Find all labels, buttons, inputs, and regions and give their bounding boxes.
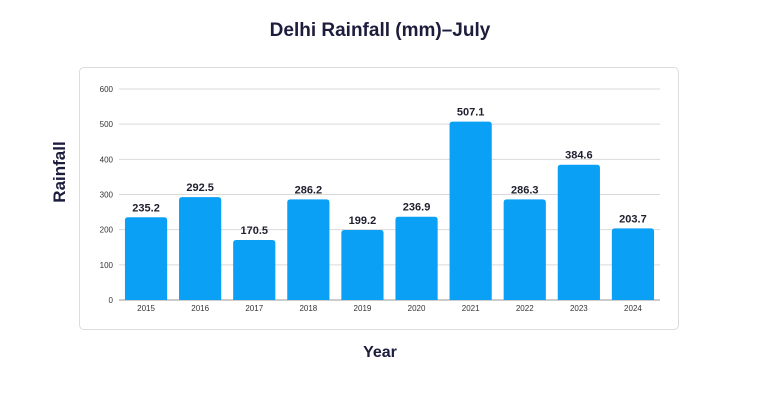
x-tick-label: 2019 — [354, 304, 372, 313]
y-tick-label: 0 — [109, 296, 114, 305]
x-tick-label: 2018 — [299, 304, 317, 313]
bar — [124, 217, 168, 300]
y-tick-label: 500 — [100, 120, 114, 129]
data-label: 507.1 — [457, 107, 485, 119]
x-tick-label: 2017 — [245, 304, 263, 313]
x-tick-label: 2015 — [137, 304, 155, 313]
bar — [395, 216, 438, 300]
y-tick-label: 400 — [100, 155, 114, 164]
x-tick-label: 2016 — [191, 304, 209, 313]
data-label: 384.6 — [565, 150, 593, 162]
bar — [557, 164, 600, 300]
y-tick-label: 200 — [100, 226, 114, 235]
bar — [449, 121, 492, 300]
x-tick-label: 2020 — [408, 304, 426, 313]
data-label: 170.5 — [240, 225, 268, 237]
chart-title: Delhi Rainfall (mm)–July — [269, 20, 491, 41]
bar — [611, 228, 655, 300]
bar — [341, 229, 384, 300]
bar — [233, 240, 276, 300]
data-label: 203.7 — [619, 213, 647, 225]
bar — [179, 197, 222, 300]
x-tick-label: 2024 — [624, 304, 642, 313]
x-tick-label: 2021 — [462, 304, 480, 313]
data-label: 286.2 — [295, 184, 323, 196]
x-tick-label: 2023 — [570, 304, 588, 313]
y-tick-label: 600 — [100, 85, 114, 94]
data-label: 236.9 — [403, 202, 431, 214]
bar — [287, 199, 330, 300]
x-tick-label: 2022 — [516, 304, 534, 313]
y-tick-label: 100 — [100, 261, 114, 270]
x-axis-label: Year — [363, 344, 397, 361]
data-label: 286.3 — [511, 184, 539, 196]
data-label: 235.2 — [132, 202, 160, 214]
data-label: 292.5 — [186, 182, 214, 194]
bar — [503, 199, 546, 300]
data-label: 199.2 — [349, 215, 377, 227]
y-tick-label: 300 — [100, 191, 114, 200]
